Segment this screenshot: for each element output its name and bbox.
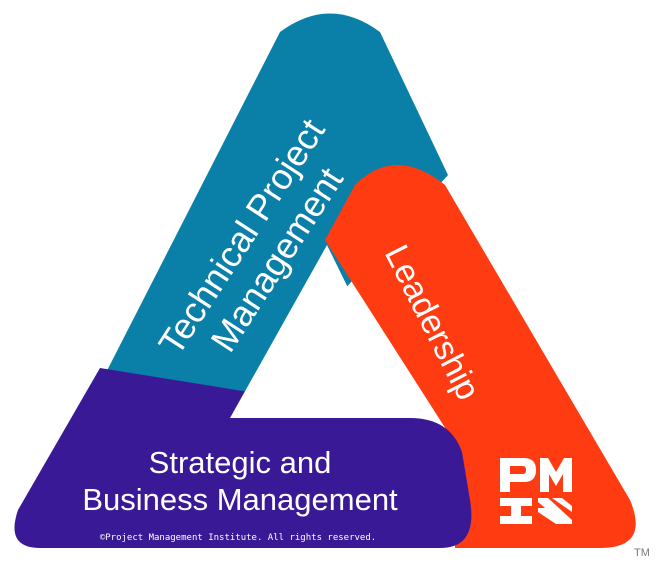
technical-project-management-band <box>89 13 449 418</box>
strategic-label-line2: Business Management <box>82 482 398 517</box>
pmi-logo-m <box>540 458 572 492</box>
pmi-logo-p <box>500 458 536 492</box>
pmi-logo <box>500 458 572 524</box>
trademark-symbol: TM <box>634 547 650 559</box>
copyright-notice: ©Project Management Institute. All right… <box>100 533 376 543</box>
pmi-logo-stripes <box>538 498 572 524</box>
pmi-logo-i <box>500 498 532 524</box>
inner-triangle <box>230 245 412 418</box>
strategic-label-line1: Strategic and <box>149 445 332 480</box>
leadership-band <box>325 165 636 548</box>
